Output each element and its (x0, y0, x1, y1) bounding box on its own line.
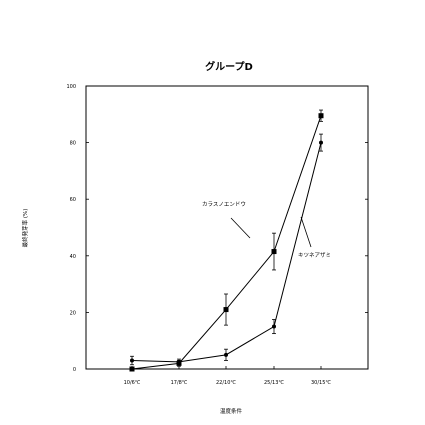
data-point (224, 352, 228, 357)
series-label-leader (230, 217, 251, 239)
data-point (223, 307, 229, 313)
series-label-leader (300, 216, 312, 248)
data-point (177, 359, 181, 364)
x-tick-label: 22/10℃ (216, 380, 236, 386)
data-point (319, 140, 323, 145)
x-tick-label: 10/6℃ (124, 380, 141, 386)
y-tick-label: 40 (70, 254, 76, 260)
y-tick-label: 80 (70, 141, 76, 147)
data-point (130, 358, 134, 363)
y-tick-label: 60 (70, 197, 76, 203)
x-tick-label: 25/13℃ (264, 380, 284, 386)
y-axis: 0 20 40 60 80 100 (66, 84, 368, 373)
y-tick-label: 100 (66, 84, 76, 90)
data-point (129, 366, 135, 372)
series-line (131, 142, 322, 363)
series-layer (129, 109, 324, 372)
series-label: キツネアザミ (298, 252, 331, 259)
x-tick-label: 30/15℃ (311, 380, 331, 386)
data-point (272, 324, 276, 329)
x-axis-label: 温度条件 (220, 407, 243, 415)
plot-frame (85, 85, 369, 370)
y-tick-label: 0 (73, 367, 76, 373)
series-label: カラスノエンドウ (202, 200, 246, 208)
series-2 (130, 133, 323, 366)
chart-title: グループD (205, 60, 253, 73)
series-line (131, 115, 322, 370)
series-1 (129, 109, 324, 372)
data-point (271, 249, 277, 255)
y-tick-label: 20 (70, 310, 76, 316)
y-axis-label: 最終発芽率 (%) (21, 209, 29, 248)
x-tick-label: 17/8℃ (171, 380, 188, 386)
data-point (318, 113, 324, 119)
